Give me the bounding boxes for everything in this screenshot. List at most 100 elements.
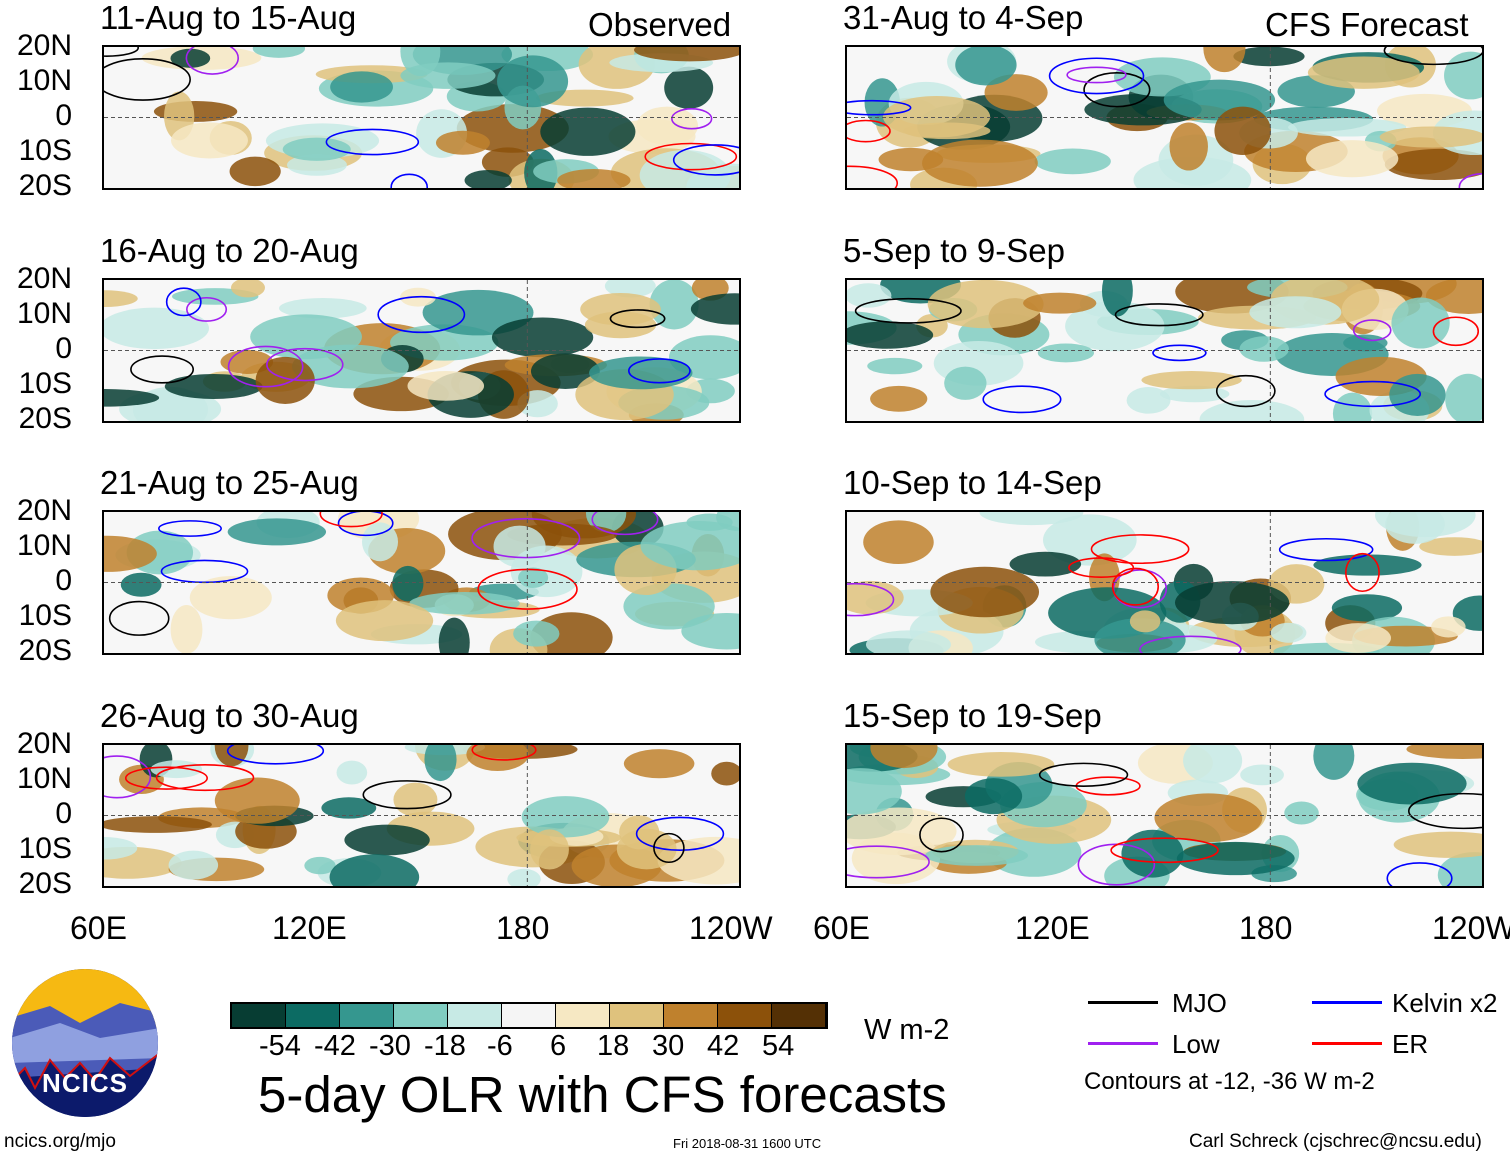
wave-contour (325, 128, 420, 156)
panel-title: 21-Aug to 25-Aug (100, 464, 359, 501)
olr-anomaly-area (1406, 745, 1482, 759)
colorbar-label: 54 (762, 1030, 795, 1062)
olr-anomaly-area (1126, 387, 1171, 414)
wave-contour (1215, 374, 1276, 408)
olr-anomaly-area (170, 605, 203, 653)
olr-anomaly-area (1249, 296, 1342, 329)
wave-contour (319, 512, 383, 528)
olr-anomaly-area (214, 777, 300, 824)
olr-map-panel (102, 510, 741, 655)
wave-contour (377, 295, 466, 334)
olr-anomaly-area (1313, 554, 1422, 576)
legend-line-low (1088, 1042, 1158, 1045)
colorbar-swatch (664, 1004, 718, 1027)
olr-anomaly-area (947, 752, 1055, 777)
olr-anomaly-area (329, 854, 420, 886)
olr-anomaly-area (164, 374, 263, 399)
olr-anomaly-area (1379, 126, 1482, 148)
olr-anomaly-area (282, 137, 351, 161)
olr-anomaly-area (1154, 793, 1263, 843)
wave-contour (653, 832, 685, 864)
olr-anomaly-area (1183, 745, 1243, 784)
olr-anomaly-area (955, 47, 1017, 86)
wave-contour (108, 600, 170, 636)
footer-url[interactable]: ncics.org/mjo (4, 1131, 116, 1152)
olr-anomaly-area (1331, 594, 1403, 622)
wave-contour (471, 518, 581, 559)
lat-tick: 10S (18, 367, 72, 400)
colorbar-label: -18 (424, 1030, 466, 1062)
olr-anomaly-area (321, 797, 377, 819)
olr-anomaly-area (664, 66, 714, 109)
lat-tick: 20N (16, 262, 72, 295)
wave-contour (644, 142, 738, 171)
colorbar-swatch (610, 1004, 664, 1027)
wave-contour (847, 99, 912, 116)
colorbar-label: -30 (369, 1030, 411, 1062)
olr-anomaly-area (1034, 148, 1111, 175)
lat-tick: 0 (55, 564, 72, 597)
olr-map-panel (845, 278, 1484, 423)
olr-anomaly-area (400, 62, 496, 89)
legend-line-kelvin (1312, 1001, 1382, 1004)
legend-low: Low (1172, 1029, 1220, 1059)
olr-anomaly-area (1129, 610, 1161, 633)
olr-anomaly-area (361, 522, 399, 562)
wave-contour (337, 512, 394, 537)
wave-contour (672, 144, 739, 176)
olr-anomaly-area (438, 617, 470, 653)
olr-anomaly-area (1240, 764, 1284, 786)
legend-line-mjo (1088, 1001, 1158, 1004)
colorbar (230, 1002, 828, 1029)
olr-anomaly-area (507, 868, 541, 886)
colorbar-label: 18 (597, 1030, 630, 1062)
legend-mjo: MJO (1172, 988, 1227, 1018)
olr-anomaly-area (1174, 581, 1290, 625)
colorbar-label: 42 (707, 1030, 740, 1062)
wave-contour (266, 347, 344, 382)
olr-anomaly-area (227, 518, 327, 546)
olr-anomaly-area (521, 796, 610, 838)
wave-contour (390, 173, 429, 188)
olr-map-panel (845, 743, 1484, 888)
olr-anomaly-area (464, 169, 512, 188)
wave-contour (227, 345, 304, 388)
colorbar-swatch (718, 1004, 772, 1027)
olr-anomaly-area (250, 314, 362, 360)
olr-anomaly-area (711, 761, 739, 786)
legend-er: ER (1392, 1029, 1429, 1059)
olr-anomaly-area (170, 48, 211, 68)
olr-anomaly-area (1307, 56, 1420, 89)
wave-contour (847, 119, 891, 143)
olr-anomaly-area (392, 565, 424, 602)
panel-title: 5-Sep to 9-Sep (843, 232, 1065, 269)
olr-anomaly-area (557, 168, 631, 188)
wave-contour (919, 817, 964, 853)
figure-title: 5-day OLR with CFS forecasts (258, 1066, 947, 1123)
panel-title: 31-Aug to 4-Sep (843, 0, 1084, 36)
olr-anomaly-area (640, 521, 739, 571)
wave-contour (854, 297, 962, 324)
olr-anomaly-area (1233, 47, 1305, 67)
panel-title: 26-Aug to 30-Aug (100, 697, 359, 734)
wave-contour (104, 47, 139, 57)
olr-anomaly-area (867, 357, 923, 375)
olr-anomaly-area (870, 745, 938, 769)
legend-line-er (1312, 1042, 1382, 1045)
wave-contour (185, 47, 239, 75)
olr-anomaly-area (491, 317, 594, 358)
wave-contour (1114, 303, 1204, 327)
olr-anomaly-area (870, 385, 928, 412)
wave-contour (155, 764, 255, 792)
olr-map-panel (102, 743, 741, 888)
wave-contour (471, 745, 537, 761)
olr-anomaly-area (1431, 616, 1466, 638)
olr-anomaly-area (104, 389, 160, 407)
wave-contour (1278, 537, 1374, 562)
colorbar-label: -54 (259, 1030, 301, 1062)
olr-anomaly-area (1037, 343, 1094, 363)
olr-anomaly-area (255, 356, 315, 404)
olr-map-panel (102, 278, 741, 423)
wave-contour (1432, 316, 1480, 347)
wave-contour (1407, 792, 1482, 830)
